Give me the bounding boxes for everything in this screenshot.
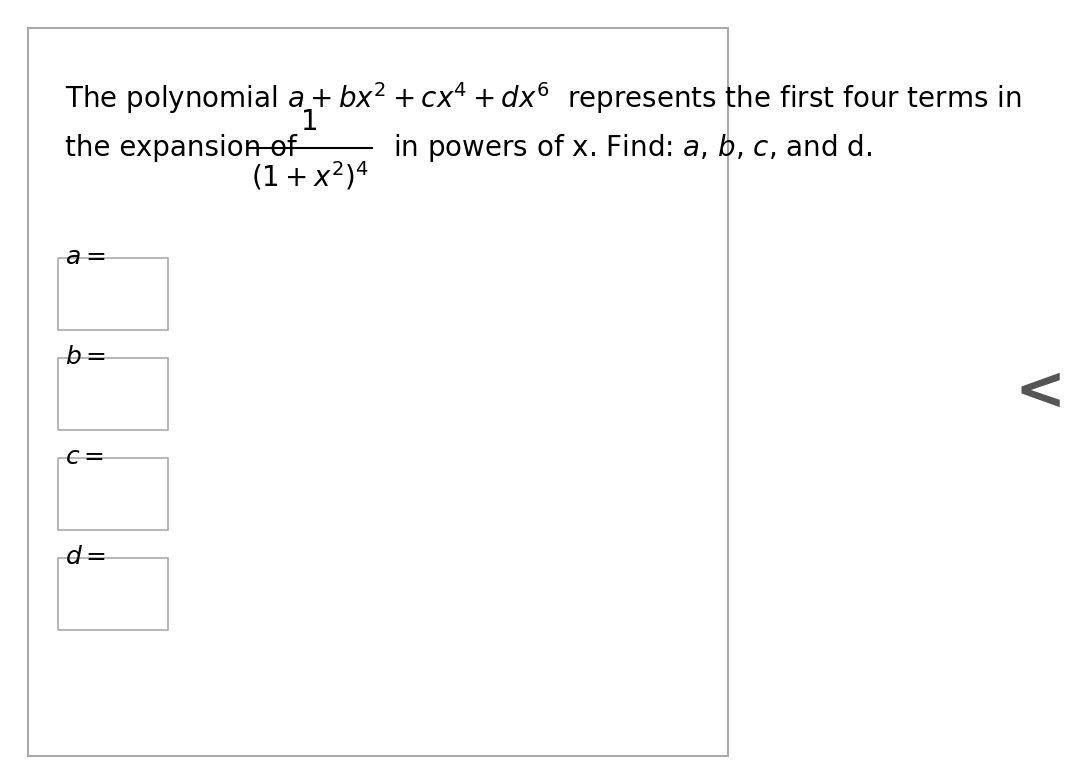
Text: in powers of x. Find: $a$, $b$, $c$, and d.: in powers of x. Find: $a$, $b$, $c$, and… xyxy=(393,132,873,164)
Text: the expansion of: the expansion of xyxy=(65,134,297,162)
Bar xyxy=(58,258,168,330)
Text: 1: 1 xyxy=(301,108,319,136)
Text: <: < xyxy=(1014,362,1066,422)
Text: $(1+x^2)^4$: $(1+x^2)^4$ xyxy=(251,160,369,192)
Bar xyxy=(58,458,168,530)
Text: $c=$: $c=$ xyxy=(65,445,104,469)
Bar xyxy=(28,28,728,756)
Text: $b=$: $b=$ xyxy=(65,345,106,369)
Text: $d=$: $d=$ xyxy=(65,545,106,569)
Text: $a=$: $a=$ xyxy=(65,245,106,269)
Bar xyxy=(58,358,168,430)
Text: The polynomial $a+bx^2+cx^4+dx^6$  represents the first four terms in: The polynomial $a+bx^2+cx^4+dx^6$ repres… xyxy=(65,80,1022,116)
Bar xyxy=(58,558,168,630)
